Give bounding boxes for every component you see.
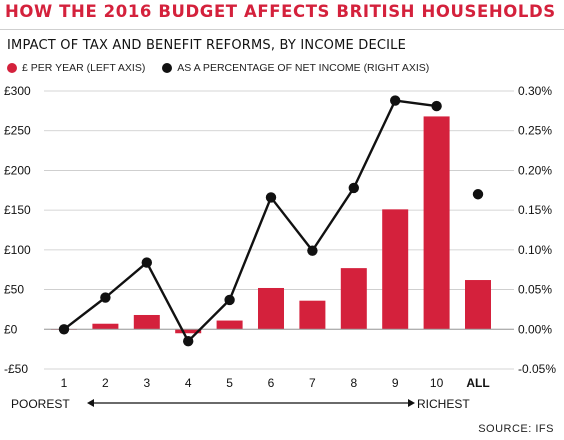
double-arrow-icon [87, 399, 415, 407]
poorest-label: POOREST [11, 397, 70, 411]
category-label: 7 [309, 376, 316, 390]
percentage-dot [307, 245, 318, 256]
percentage-dot [58, 324, 70, 335]
percentage-dot [390, 95, 401, 106]
right-tick-label: 0.05% [518, 283, 552, 297]
bar [299, 300, 326, 330]
left-tick-label: £0 [4, 322, 18, 336]
bar [382, 209, 409, 330]
percentage-dot [431, 100, 442, 112]
bar [423, 116, 450, 330]
category-label: 6 [268, 376, 275, 390]
bar [175, 329, 202, 334]
percentage-dot [472, 189, 484, 200]
percentage-dot [141, 257, 152, 268]
bar [92, 323, 119, 330]
right-tick-label: 0.20% [518, 163, 552, 177]
right-tick-label: 0.10% [518, 243, 552, 257]
category-label: ALL [466, 376, 489, 390]
left-tick-label: £300 [4, 84, 31, 98]
bar [465, 280, 491, 330]
headline: HOW THE 2016 BUDGET AFFECTS BRITISH HOUS… [5, 2, 556, 21]
category-label: 5 [226, 376, 233, 390]
category-label: 8 [350, 376, 357, 390]
source-note: SOURCE: IFS [478, 423, 554, 435]
left-tick-label: £50 [4, 283, 24, 297]
percentage-dot [265, 192, 277, 203]
category-label: 10 [430, 376, 444, 390]
right-tick-label: 0.00% [518, 322, 552, 336]
left-tick-label: £200 [4, 163, 31, 177]
legend-black-dot-icon [162, 63, 173, 73]
left-tick-label: -£50 [4, 362, 28, 376]
bar [258, 287, 284, 330]
category-label: 4 [185, 376, 192, 390]
left-tick-label: £150 [4, 203, 31, 217]
right-tick-label: -0.05% [518, 362, 556, 376]
legend-red-dot-icon [7, 63, 17, 73]
legend-item-dots: AS A PERCENTAGE OF NET INCOME (RIGHT AXI… [162, 62, 429, 74]
legend-dot-label: AS A PERCENTAGE OF NET INCOME (RIGHT AXI… [177, 62, 430, 74]
percentage-line [63, 99, 437, 343]
percentage-dot [183, 336, 194, 347]
right-tick-label: 0.15% [518, 203, 552, 217]
bar [216, 320, 243, 330]
category-label: 9 [392, 376, 399, 390]
chart-subtitle: IMPACT OF TAX AND BENEFIT REFORMS, BY IN… [7, 38, 407, 53]
headline-divider [0, 29, 564, 30]
legend: £ PER YEAR (LEFT AXIS) AS A PERCENTAGE O… [7, 62, 443, 76]
bar [340, 268, 367, 330]
left-tick-label: £100 [4, 243, 31, 257]
category-label: 2 [102, 376, 109, 390]
category-label: 3 [143, 376, 150, 390]
bar [133, 314, 160, 330]
percentage-dot [224, 294, 235, 306]
legend-item-bars: £ PER YEAR (LEFT AXIS) [7, 62, 145, 74]
percentage-dot [100, 292, 111, 303]
left-tick-label: £250 [4, 124, 31, 138]
percentage-dot [348, 182, 359, 194]
category-label: 1 [61, 376, 68, 390]
legend-bar-label: £ PER YEAR (LEFT AXIS) [22, 62, 146, 74]
richest-label: RICHEST [417, 397, 470, 411]
right-tick-label: 0.25% [518, 124, 552, 138]
right-tick-label: 0.30% [518, 84, 552, 98]
